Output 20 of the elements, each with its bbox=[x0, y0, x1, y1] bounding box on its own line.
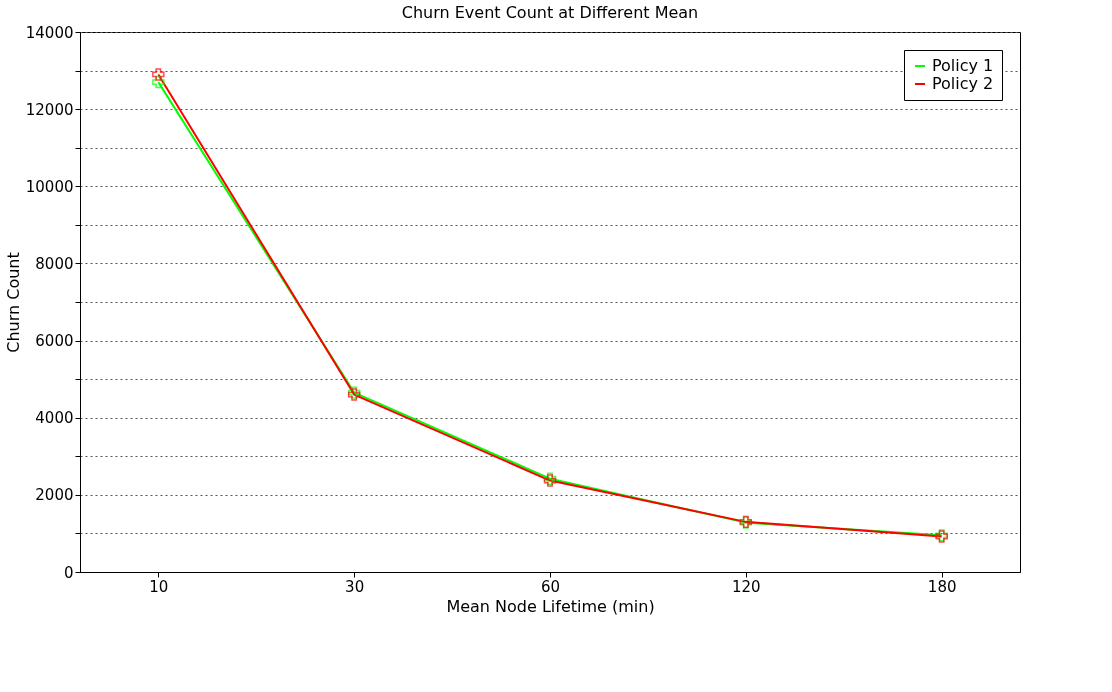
y-tick-label: 4000 bbox=[35, 409, 74, 428]
y-tick-label: 2000 bbox=[35, 486, 74, 505]
x-tick-label: 60 bbox=[540, 577, 561, 596]
y-tick-label: 8000 bbox=[35, 254, 74, 273]
y-tick-label: 12000 bbox=[25, 100, 74, 119]
y-tick-label: 0 bbox=[63, 563, 74, 582]
point bbox=[152, 75, 165, 89]
x-tick-label: 180 bbox=[927, 577, 957, 596]
x-tick-label: 10 bbox=[149, 577, 169, 596]
y-axis-title: Churn Count bbox=[3, 252, 23, 353]
point bbox=[152, 68, 165, 81]
legend-label: Policy 1 bbox=[932, 56, 994, 75]
chart-title: Churn Event Count at Different Mean bbox=[401, 3, 699, 22]
x-tick-label: 30 bbox=[345, 577, 365, 596]
legend-label: Policy 2 bbox=[932, 74, 994, 93]
x-tick-label: 120 bbox=[732, 577, 761, 596]
y-tick-label: 6000 bbox=[35, 332, 74, 351]
y-tick-label: 14000 bbox=[25, 23, 74, 42]
y-tick-label: 10000 bbox=[25, 177, 74, 196]
x-axis-title: Mean Node Lifetime (min) bbox=[446, 596, 655, 616]
